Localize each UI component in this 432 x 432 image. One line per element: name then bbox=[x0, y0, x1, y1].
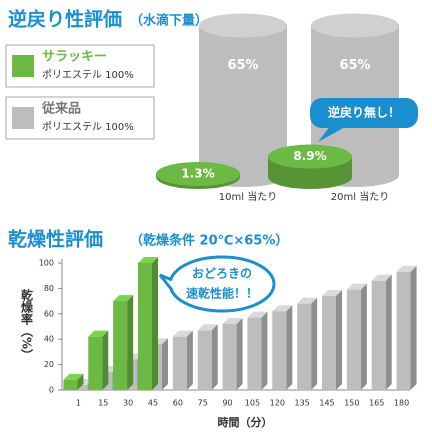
bar bbox=[272, 311, 287, 390]
bar-top bbox=[88, 330, 109, 337]
bar bbox=[322, 296, 336, 390]
x-tick-label: 165 bbox=[369, 399, 384, 408]
bar-top bbox=[322, 290, 342, 297]
callout-tail bbox=[318, 126, 345, 142]
bar-side bbox=[186, 330, 193, 390]
x-tick-label: 145 bbox=[319, 399, 334, 408]
bar bbox=[172, 336, 187, 390]
bar-side bbox=[360, 283, 367, 390]
category-label: 10ml 当たり bbox=[219, 190, 277, 203]
callout-text: 逆戻り無し！ bbox=[328, 105, 400, 120]
bar-top bbox=[113, 295, 134, 302]
bar bbox=[113, 301, 128, 390]
callout-text: 速乾性能！！ bbox=[186, 286, 258, 301]
bar bbox=[371, 280, 386, 390]
legend-desc: ポリエステル 100% bbox=[42, 121, 134, 133]
bar-side bbox=[102, 330, 109, 390]
x-tick-label: 105 bbox=[245, 399, 260, 408]
y-tick-label: 20 bbox=[44, 360, 54, 369]
x-tick-label: 75 bbox=[198, 399, 208, 408]
bar-top bbox=[396, 265, 417, 272]
bar-top bbox=[222, 317, 243, 324]
disk-top bbox=[268, 144, 352, 169]
bar-side bbox=[236, 317, 243, 390]
bar bbox=[73, 384, 88, 390]
y-tick-label: 40 bbox=[44, 335, 54, 344]
x-tick-label: 120 bbox=[270, 399, 285, 408]
cylinder-top bbox=[199, 13, 287, 38]
bar bbox=[63, 379, 78, 390]
bar-top bbox=[346, 283, 367, 290]
bar-side bbox=[77, 373, 84, 390]
y-tick-label: 0 bbox=[49, 386, 54, 395]
legend-swatch bbox=[12, 107, 34, 129]
disk-top bbox=[156, 162, 240, 187]
cylinder bbox=[199, 25, 287, 187]
x-tick-label: 1 bbox=[76, 399, 81, 408]
bar bbox=[247, 317, 262, 390]
title: 逆戻り性評価 bbox=[8, 8, 122, 31]
x-tick-label: 90 bbox=[222, 399, 232, 408]
legend-swatch bbox=[12, 55, 34, 77]
subtitle: （乾燥条件 20℃×65%） bbox=[130, 233, 288, 249]
y-tick-label: 100 bbox=[39, 259, 54, 268]
bar-top bbox=[138, 257, 158, 263]
bar bbox=[396, 271, 411, 390]
x-tick-label: 60 bbox=[173, 399, 183, 408]
bar-side bbox=[336, 290, 342, 390]
bar bbox=[297, 303, 312, 390]
bar bbox=[138, 263, 152, 390]
bar-side bbox=[410, 265, 417, 390]
bar-side bbox=[127, 295, 134, 390]
cylinder-top bbox=[311, 13, 399, 38]
bar bbox=[222, 323, 237, 390]
legend-desc: ポリエステル 100% bbox=[42, 69, 134, 81]
bar-side bbox=[162, 338, 168, 390]
y-tick-label: 60 bbox=[44, 309, 54, 318]
bar bbox=[197, 330, 212, 390]
bar-top bbox=[272, 305, 293, 312]
bar-top bbox=[371, 274, 392, 281]
bar-top bbox=[172, 330, 193, 337]
bar-side bbox=[152, 257, 158, 390]
category-label: 20ml 当たり bbox=[331, 190, 389, 203]
bar-top bbox=[197, 324, 218, 331]
bar-side bbox=[261, 311, 268, 390]
x-axis-label: 時間（分） bbox=[218, 415, 273, 429]
x-tick-label: 45 bbox=[148, 399, 158, 408]
x-tick-label: 30 bbox=[123, 399, 133, 408]
title: 乾燥性評価 bbox=[8, 228, 103, 251]
bar-side bbox=[385, 274, 392, 390]
callout bbox=[310, 98, 418, 128]
callout-text: おどろきの bbox=[192, 267, 252, 281]
bar-side bbox=[286, 305, 293, 390]
legend-label: 従来品 bbox=[41, 101, 81, 117]
y-tick-label: 80 bbox=[44, 284, 54, 293]
value-label: 1.3% bbox=[181, 167, 214, 181]
bar-top bbox=[297, 297, 318, 304]
bar bbox=[88, 336, 103, 390]
bar-side bbox=[211, 324, 218, 390]
x-tick-label: 180 bbox=[394, 399, 409, 408]
legend-label: サラッキー bbox=[42, 50, 107, 65]
value-label: 65% bbox=[339, 58, 370, 73]
y-axis-label: 乾燥率（%） bbox=[20, 288, 34, 361]
x-tick-label: 135 bbox=[295, 399, 310, 408]
x-tick-label: 150 bbox=[344, 399, 359, 408]
x-tick-label: 15 bbox=[98, 399, 108, 408]
value-label: 8.9% bbox=[293, 149, 326, 163]
subtitle: （水滴下量） bbox=[130, 13, 208, 29]
bar bbox=[346, 289, 361, 390]
value-label: 65% bbox=[227, 58, 258, 73]
callout bbox=[168, 255, 276, 313]
bar-side bbox=[311, 297, 318, 390]
bar-top bbox=[63, 373, 84, 380]
bar-top bbox=[247, 311, 268, 318]
callout-tail bbox=[158, 273, 174, 291]
